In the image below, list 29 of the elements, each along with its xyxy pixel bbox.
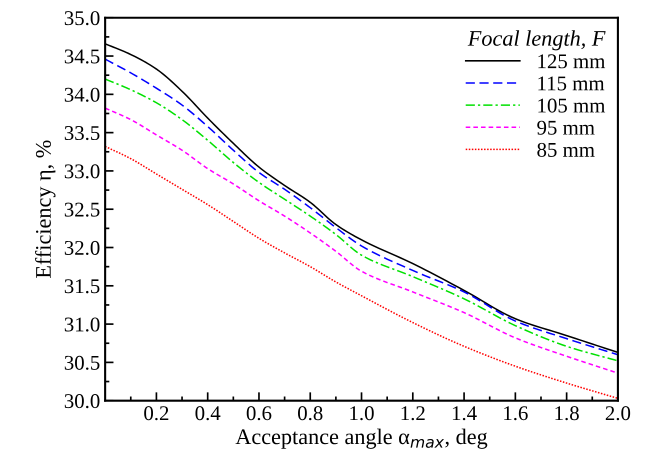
x-tick-label: 1.4 xyxy=(452,406,477,420)
y-tick-label: 34.0 xyxy=(64,88,100,102)
legend-label: 115 mm xyxy=(538,76,604,90)
y-tick-label: 33.0 xyxy=(64,164,100,178)
y-tick-label: 30.5 xyxy=(64,356,100,370)
y-tick-label: 33.5 xyxy=(64,126,100,140)
x-tick-label: 1.8 xyxy=(555,406,579,420)
y-tick-label: 31.5 xyxy=(64,279,100,294)
x-tick-label: 1.0 xyxy=(350,406,374,420)
legend-label: 125 mm xyxy=(538,54,606,68)
x-tick-label: 1.6 xyxy=(504,406,528,420)
y-tick-label: 32.5 xyxy=(64,202,100,217)
x-tick-label: 0.6 xyxy=(246,406,272,420)
legend-label: 95 mm xyxy=(537,120,595,135)
x-tick-label: 2.0 xyxy=(606,406,630,420)
x-tick-label: 0.4 xyxy=(195,406,220,420)
legend-label: 105 mm xyxy=(538,98,606,113)
x-axis-title: Acceptance angle α$_{max}$, deg xyxy=(236,428,488,449)
y-tick-label: 32.0 xyxy=(64,240,100,256)
y-tick-label: 31.0 xyxy=(64,317,100,332)
x-tick-label: 0.8 xyxy=(298,406,322,420)
y-axis-title: Efficiency η, % xyxy=(35,140,56,278)
y-tick-label: 34.5 xyxy=(64,49,100,64)
x-tick-label: 0.2 xyxy=(144,406,168,420)
legend-label: 85 mm xyxy=(537,142,595,157)
y-tick-label: 30.0 xyxy=(64,394,100,408)
x-tick-label: 1.2 xyxy=(402,406,425,420)
y-tick-label: 35.0 xyxy=(64,11,100,26)
legend-title: Focal length, F xyxy=(468,30,606,50)
